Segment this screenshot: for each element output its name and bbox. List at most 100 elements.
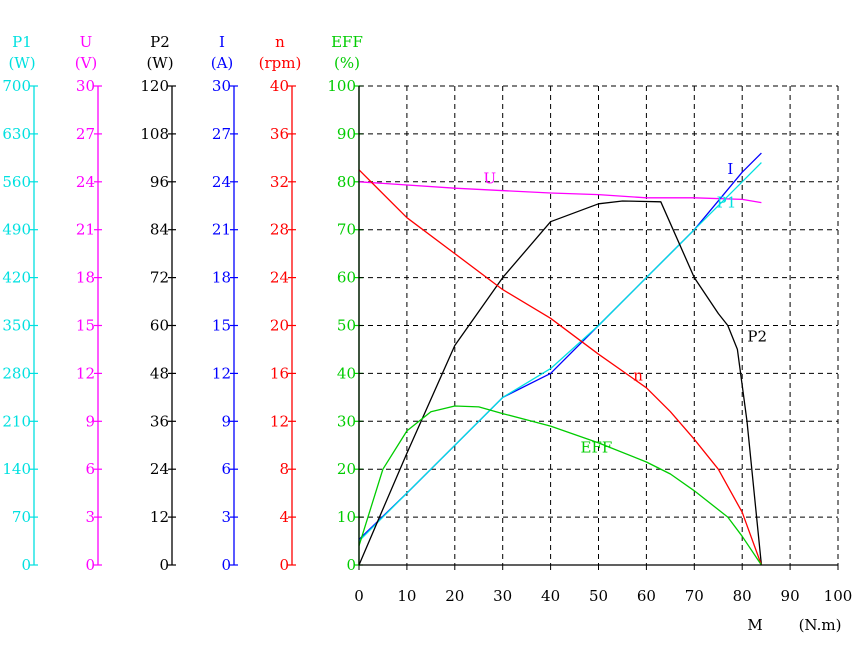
x-tick-label: 60 (637, 587, 656, 605)
x-tick-label: 50 (589, 587, 608, 605)
y-axis-name-p2: P2 (150, 33, 170, 51)
y-tick-label: 6 (85, 460, 95, 478)
y-tick-label: 0 (279, 556, 289, 574)
y-tick-label: 630 (2, 125, 31, 143)
y-tick-label: 96 (150, 173, 169, 191)
y-tick-label: 24 (76, 173, 95, 191)
y-axis-eff: EFF (%) 0 10 20 30 40 50 60 70 80 90 100 (327, 33, 363, 574)
y-tick-label: 4 (279, 508, 289, 526)
y-tick-label: 280 (2, 364, 31, 382)
series-line-p1 (358, 162, 762, 542)
series-line-u (358, 181, 762, 204)
y-tick-label: 80 (337, 173, 356, 191)
x-axis-label: M (747, 616, 762, 634)
y-tick-label: 48 (150, 364, 169, 382)
x-tick-label: 40 (541, 587, 560, 605)
y-axis-name-p1: P1 (12, 33, 32, 51)
y-tick-label: 15 (212, 317, 231, 335)
y-tick-label: 108 (140, 125, 169, 143)
x-tick-label: 0 (354, 587, 364, 605)
y-tick-label: 12 (150, 508, 169, 526)
y-tick-label: 20 (270, 317, 289, 335)
y-tick-label: 0 (221, 556, 231, 574)
annotation-i: I (727, 160, 733, 178)
y-tick-label: 60 (337, 269, 356, 287)
y-tick-label: 9 (85, 412, 95, 430)
y-tick-label: 0 (21, 556, 31, 574)
y-tick-label: 12 (76, 364, 95, 382)
y-tick-label: 10 (337, 508, 356, 526)
left-axes: P1(W)070140210280350420490560630700U(V)0… (2, 33, 363, 574)
y-tick-label: 36 (150, 412, 169, 430)
y-tick-label: 27 (212, 125, 231, 143)
x-tick-label: 20 (445, 587, 464, 605)
y-axis-unit-u: (V) (75, 54, 98, 72)
y-axis-unit-n: (rpm) (259, 54, 302, 72)
y-tick-label: 350 (2, 317, 31, 335)
x-tick-label: 90 (781, 587, 800, 605)
y-tick-label: 20 (337, 460, 356, 478)
y-axis-i: I (A) 0 3 6 9 12 15 18 21 24 27 30 (211, 33, 238, 574)
y-tick-label: 210 (2, 412, 31, 430)
y-tick-label: 140 (2, 460, 31, 478)
y-tick-label: 27 (76, 125, 95, 143)
y-axis-n: n (rpm) 0 4 8 12 16 20 24 28 32 36 40 (259, 33, 302, 574)
y-tick-label: 15 (76, 317, 95, 335)
y-tick-label: 490 (2, 221, 31, 239)
y-tick-label: 24 (212, 173, 231, 191)
y-tick-label: 0 (159, 556, 169, 574)
x-tick-label: 30 (493, 587, 512, 605)
x-tick-label: 80 (733, 587, 752, 605)
y-tick-label: 84 (150, 221, 169, 239)
y-tick-label: 0 (346, 556, 356, 574)
y-tick-label: 90 (337, 125, 356, 143)
y-tick-label: 18 (212, 269, 231, 287)
y-tick-label: 700 (2, 77, 31, 95)
x-axis: 0 10 20 30 40 50 60 70 80 90 100 M (N.m) (354, 86, 852, 634)
annotation-p2: P2 (747, 327, 767, 345)
y-axis-p1: P1 (W) 0 70 140 210 280 350 420 490 560 630 700 (2, 33, 38, 574)
y-tick-label: 9 (221, 412, 231, 430)
y-axis-unit-i: (A) (211, 54, 234, 72)
y-tick-label: 30 (212, 77, 231, 95)
y-tick-label: 50 (337, 317, 356, 335)
y-tick-label: 12 (270, 412, 289, 430)
y-tick-label: 120 (140, 77, 169, 95)
y-tick-label: 24 (150, 460, 169, 478)
x-tick-label: 100 (824, 587, 853, 605)
y-tick-label: 21 (212, 221, 231, 239)
y-tick-label: 32 (270, 173, 289, 191)
y-tick-label: 560 (2, 173, 31, 191)
annotation-u: U (484, 170, 497, 188)
y-axis-unit-eff: (%) (334, 54, 360, 72)
y-axis-u: U (V) 0 3 6 9 12 15 18 21 24 27 30 (75, 33, 102, 574)
series-line-p2 (358, 200, 763, 566)
y-tick-label: 30 (76, 77, 95, 95)
y-tick-label: 40 (270, 77, 289, 95)
series-lines (358, 152, 763, 566)
y-tick-label: 72 (150, 269, 169, 287)
series-line-n (358, 169, 763, 566)
y-tick-label: 0 (85, 556, 95, 574)
y-tick-label: 100 (327, 77, 356, 95)
series-annotations: U I P1 P2 n EFF (484, 160, 768, 457)
y-axis-unit-p1: (W) (8, 54, 35, 72)
y-tick-label: 3 (85, 508, 95, 526)
y-tick-label: 40 (337, 364, 356, 382)
y-tick-label: 24 (270, 269, 289, 287)
y-axis-name-u: U (80, 33, 93, 51)
y-axis-unit-p2: (W) (146, 54, 173, 72)
annotation-n: n (633, 366, 643, 384)
y-tick-label: 70 (337, 221, 356, 239)
series-line-eff (358, 405, 762, 566)
y-axis-name-n: n (275, 33, 285, 51)
y-axis-name-i: I (219, 33, 225, 51)
plot-grid (359, 85, 839, 565)
y-tick-label: 18 (76, 269, 95, 287)
y-axis-p2: P2 (W) 0 12 24 36 48 60 72 84 96 108 120 (140, 33, 176, 574)
y-tick-label: 70 (12, 508, 31, 526)
y-tick-label: 3 (221, 508, 231, 526)
y-tick-label: 420 (2, 269, 31, 287)
y-tick-label: 36 (270, 125, 289, 143)
